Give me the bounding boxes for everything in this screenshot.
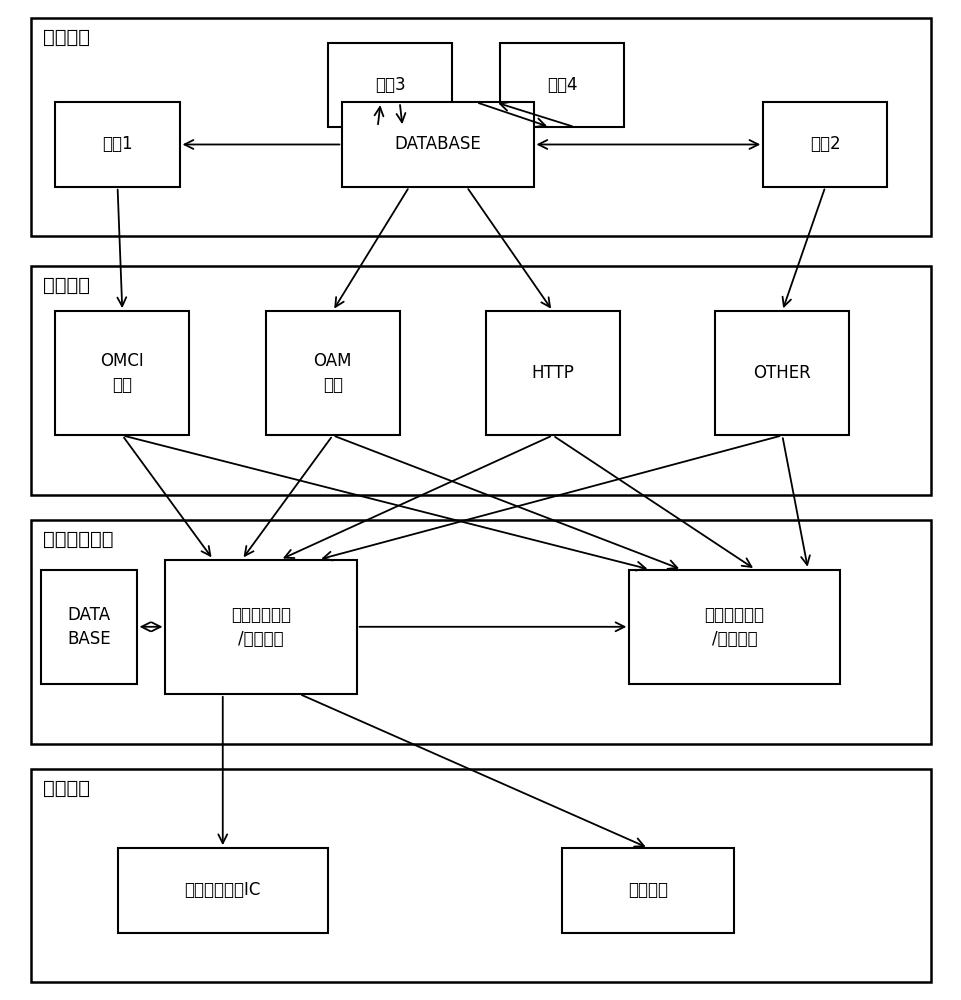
Bar — [56, 311, 189, 435]
Bar — [562, 848, 733, 933]
Text: 网管2: 网管2 — [809, 135, 840, 153]
Bar — [32, 18, 929, 236]
Bar — [32, 768, 929, 982]
Bar — [41, 570, 136, 684]
Text: DATA
BASE: DATA BASE — [67, 606, 111, 648]
Text: 光网络单元的IC: 光网络单元的IC — [185, 881, 260, 899]
Bar — [117, 848, 328, 933]
Text: 管理对象: 管理对象 — [43, 778, 90, 797]
Text: OMCI
协议: OMCI 协议 — [100, 352, 144, 394]
Bar — [32, 266, 929, 495]
Text: HTTP: HTTP — [530, 364, 574, 382]
Bar — [485, 311, 619, 435]
Text: 网管1: 网管1 — [102, 135, 133, 153]
Bar — [342, 102, 533, 187]
Bar — [32, 520, 929, 744]
Text: 管理控制主体: 管理控制主体 — [43, 530, 113, 549]
Bar — [328, 43, 452, 127]
Bar — [715, 311, 849, 435]
Text: DATABASE: DATABASE — [394, 135, 480, 153]
Text: 管理通道: 管理通道 — [43, 276, 90, 295]
Bar — [762, 102, 887, 187]
Text: 被动管理功能
/响应请求: 被动管理功能 /响应请求 — [231, 606, 291, 648]
Text: 网管软件: 网管软件 — [43, 28, 90, 47]
Bar — [628, 570, 839, 684]
Bar — [500, 43, 624, 127]
Bar — [265, 311, 399, 435]
Text: OAM
协议: OAM 协议 — [313, 352, 352, 394]
Bar — [165, 560, 357, 694]
Text: OTHER: OTHER — [752, 364, 810, 382]
Text: 主动上报功能
/广播更新: 主动上报功能 /广播更新 — [703, 606, 764, 648]
Text: 网管3: 网管3 — [375, 76, 405, 94]
Bar — [56, 102, 180, 187]
Text: 网管4: 网管4 — [547, 76, 577, 94]
Text: 操作系统: 操作系统 — [628, 881, 668, 899]
